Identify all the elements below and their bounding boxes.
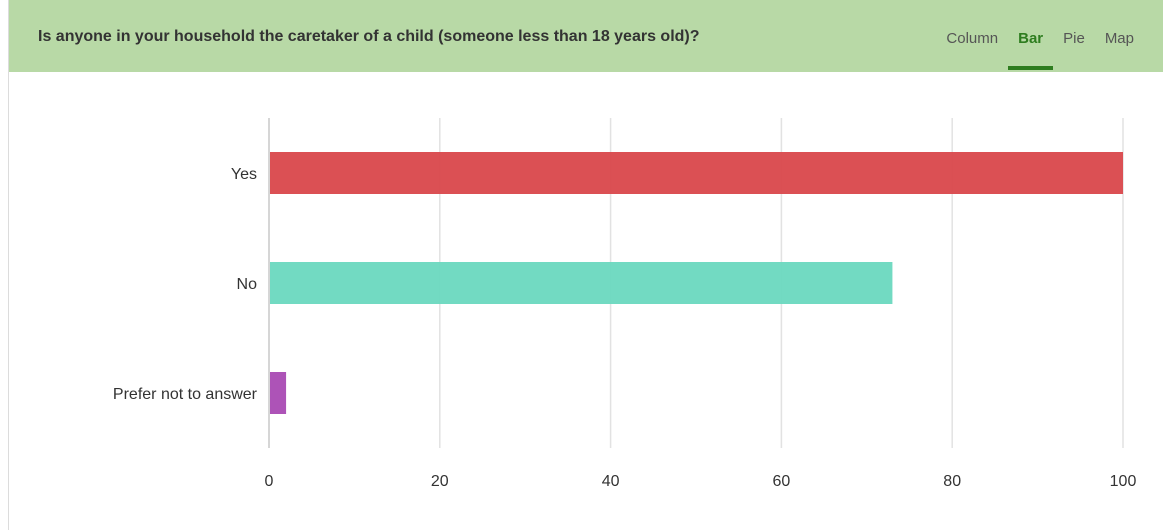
x-tick-label-100: 100 xyxy=(1110,473,1137,490)
question-title: Is anyone in your household the caretake… xyxy=(38,28,700,45)
bar-chart: 0 20 40 60 80 100 Yes No Prefer not to answer xyxy=(113,118,1137,490)
question-header: Is anyone in your household the caretake… xyxy=(9,0,1163,72)
tab-bar[interactable]: Bar xyxy=(1008,30,1054,70)
x-tick-label-60: 60 xyxy=(773,473,791,490)
x-tick-label-40: 40 xyxy=(602,473,620,490)
x-tick-label-20: 20 xyxy=(431,473,449,490)
tab-pie[interactable]: Pie xyxy=(1063,30,1085,47)
bar-no xyxy=(270,262,893,304)
tab-column[interactable]: Column xyxy=(946,30,999,47)
category-label-no: No xyxy=(237,276,258,293)
bar-prefer-not-to-answer xyxy=(270,372,287,414)
chart-type-tabs: Column Bar Pie Map xyxy=(936,30,1144,70)
x-tick-label-80: 80 xyxy=(943,473,961,490)
x-tick-label-0: 0 xyxy=(265,473,274,490)
bar-yes xyxy=(270,152,1123,194)
tab-map[interactable]: Map xyxy=(1104,30,1134,47)
category-label-yes: Yes xyxy=(231,166,257,183)
chart-card: Is anyone in your household the caretake… xyxy=(8,0,1163,530)
category-label-prefer-not-to-answer: Prefer not to answer xyxy=(113,386,258,403)
